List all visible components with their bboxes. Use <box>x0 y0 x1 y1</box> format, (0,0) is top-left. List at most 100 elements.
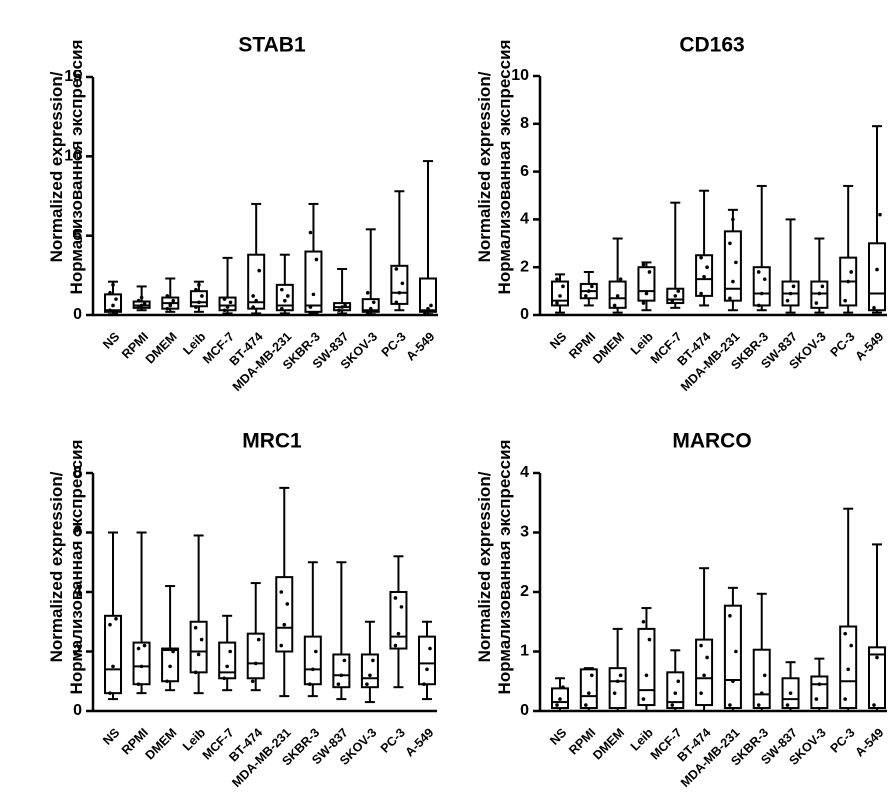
box-skov-3 <box>361 228 380 316</box>
iqr-box <box>132 641 151 686</box>
data-point <box>759 291 764 296</box>
data-point <box>111 283 115 287</box>
data-point <box>843 631 847 636</box>
y-tick-label: 5 <box>73 227 82 244</box>
data-point <box>168 664 172 669</box>
box-skbr-3 <box>752 184 771 312</box>
data-point <box>339 673 344 678</box>
data-point <box>311 292 316 297</box>
iqr-box <box>608 667 627 710</box>
data-point <box>670 298 675 303</box>
iqr-box <box>810 675 829 710</box>
data-point <box>397 290 402 295</box>
data-point <box>647 270 652 274</box>
data-point <box>108 308 112 313</box>
x-tick-label: NS <box>100 330 122 352</box>
data-point <box>422 682 426 687</box>
data-point <box>673 691 678 695</box>
data-point <box>612 691 617 695</box>
data-point <box>197 283 201 287</box>
data-point <box>615 294 620 298</box>
box-dmem <box>161 585 180 692</box>
iqr-box <box>752 648 771 710</box>
data-point <box>423 310 427 314</box>
data-point <box>114 311 118 316</box>
data-point <box>139 295 144 300</box>
data-point <box>194 305 198 309</box>
data-point <box>279 643 284 648</box>
data-point <box>165 294 170 298</box>
data-point <box>253 661 258 666</box>
data-point <box>612 303 617 308</box>
box-mda-mb-231 <box>723 586 742 712</box>
chart-title: STAB1 <box>238 34 306 57</box>
data-point <box>282 622 287 627</box>
data-point <box>280 287 284 292</box>
data-point <box>558 294 562 298</box>
data-point <box>251 305 255 309</box>
data-point <box>699 255 703 260</box>
iqr-box <box>637 627 656 707</box>
data-point <box>756 303 761 308</box>
data-point <box>820 284 825 289</box>
iqr-box <box>839 625 858 710</box>
data-point <box>641 301 646 305</box>
data-point <box>139 303 144 308</box>
data-point <box>136 305 141 309</box>
data-point <box>168 303 173 308</box>
data-point <box>343 303 347 308</box>
box-leib <box>189 280 208 313</box>
data-point <box>254 298 258 303</box>
data-point <box>561 685 565 689</box>
box-rpmi <box>579 667 598 712</box>
data-point <box>399 605 404 609</box>
iqr-box <box>579 668 598 710</box>
box-rpmi <box>132 531 151 695</box>
data-point <box>136 646 141 651</box>
data-point <box>647 637 652 642</box>
data-point <box>368 306 373 311</box>
iqr-box <box>419 277 437 313</box>
data-point <box>279 590 284 594</box>
data-point <box>762 673 767 678</box>
data-point <box>699 643 703 648</box>
box-a-549 <box>418 620 436 701</box>
iqr-box <box>104 614 122 695</box>
data-point <box>342 658 347 663</box>
data-point <box>878 212 882 217</box>
y-tick-label: 6 <box>73 524 82 541</box>
data-point <box>644 291 649 296</box>
data-point <box>644 673 649 678</box>
data-point <box>734 260 738 265</box>
y-tick-label: 0 <box>520 702 529 719</box>
y-tick-label: 0 <box>73 702 82 719</box>
iqr-box <box>360 653 379 689</box>
iqr-box <box>637 266 656 302</box>
data-point <box>314 257 319 262</box>
x-tick-label: NS <box>547 330 569 352</box>
data-point <box>846 279 850 284</box>
data-point <box>702 673 706 678</box>
x-tick-label: DMEM <box>143 726 180 763</box>
box-skov-3 <box>810 657 829 712</box>
iqr-box <box>332 653 351 689</box>
box-bt-474 <box>246 582 265 692</box>
iqr-box <box>723 604 742 710</box>
iqr-box <box>246 632 265 680</box>
data-point <box>788 691 793 695</box>
panel-stab1: STAB1 Normalized expression/Нормализованн… <box>47 34 438 394</box>
data-point <box>136 682 141 687</box>
x-tick-label: A-549 <box>403 330 437 364</box>
y-tick-label: 10 <box>64 148 82 165</box>
data-point <box>228 649 232 654</box>
box-mcf-7 <box>666 649 685 712</box>
data-point <box>785 703 790 707</box>
data-point <box>846 667 850 672</box>
data-point <box>400 281 405 286</box>
data-point <box>615 679 620 684</box>
y-tick-label: 4 <box>520 211 529 228</box>
box-ns <box>104 280 122 316</box>
x-tick-label: A-549 <box>402 726 436 760</box>
box-mda-mb-231 <box>723 208 742 312</box>
y-tick-label: 2 <box>520 258 529 275</box>
